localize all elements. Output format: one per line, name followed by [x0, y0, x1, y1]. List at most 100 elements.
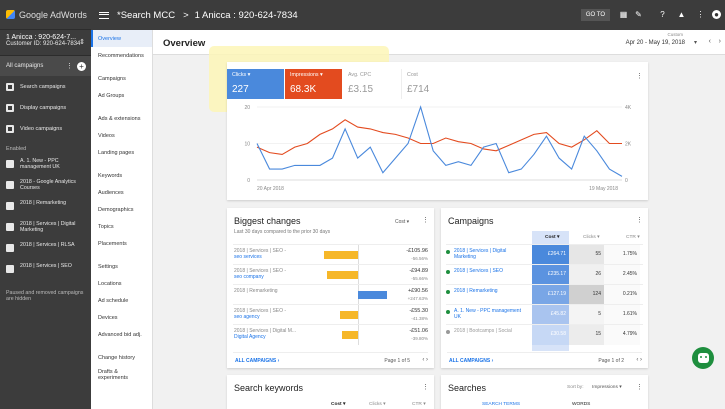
metric-value: £3.15	[348, 84, 374, 95]
sidebar-campaign[interactable]: 2018 - Google Analytics Courses	[0, 177, 91, 198]
all-campaigns-link[interactable]: ALL CAMPAIGNS ›	[449, 358, 494, 364]
sidebar-item-display-campaigns[interactable]: Display campaigns	[0, 97, 91, 118]
nav-item-campaigns[interactable]: Campaigns	[98, 75, 126, 82]
table-row[interactable]: A. 1. New - PPC management UK £45.82 5 1.61…	[446, 304, 643, 325]
status-icon	[446, 250, 450, 254]
sidebar-campaign-label: A. 1. New - PPC management UK	[20, 158, 60, 170]
sort-select[interactable]: Cost ▾	[395, 219, 410, 225]
zero-line	[358, 265, 359, 285]
column-cost[interactable]: Cost ▾	[545, 235, 560, 240]
table-row[interactable]: 2018 | Services | SEO - seo company -£94.8…	[233, 264, 428, 285]
left-axis-tick: 20	[244, 105, 250, 111]
brand[interactable]: Google AdWords	[0, 0, 91, 30]
more-icon[interactable]: ⋮	[422, 217, 429, 224]
metric-impressions[interactable]: Impressions ▾ 68.3K	[285, 69, 342, 99]
more-icon[interactable]: ⋮	[636, 73, 643, 80]
nav-item-landing-pages[interactable]: Landing pages	[98, 149, 135, 156]
chevron-left-icon[interactable]: ‹	[708, 38, 711, 45]
nav-item-keywords[interactable]: Keywords	[98, 172, 123, 179]
right-axis-tick: 0	[625, 178, 628, 184]
nav-item-overview[interactable]: Overview	[91, 30, 152, 47]
chevron-down-icon[interactable]: ▾	[693, 40, 697, 46]
nav-item-demographics[interactable]: Demographics	[98, 206, 134, 213]
all-campaigns-link[interactable]: ALL CAMPAIGNS ›	[235, 358, 280, 364]
account-title[interactable]: 1 Anicca : 920-624-7834	[194, 9, 298, 21]
metric-cost[interactable]: Cost £714	[401, 69, 458, 99]
ctr-cell: 4.79%	[604, 325, 640, 345]
account-name: 1 Anicca : 920-624-7...	[6, 34, 77, 41]
sidebar-campaign[interactable]: 2018 | Services | RLSA	[0, 240, 91, 261]
nav-item-change-history[interactable]: Change history	[98, 354, 135, 361]
nav-item-advanced-bid-adj[interactable]: Advanced bid adj.	[98, 331, 142, 338]
sort-select[interactable]: Impressions ▾	[592, 385, 622, 390]
help-icon[interactable]: ?	[660, 10, 665, 19]
reports-icon[interactable]: ▦	[619, 10, 628, 19]
account-switcher[interactable]: 1 Anicca : 920-624-7... Customer ID: 920…	[0, 30, 91, 56]
nav-item-settings[interactable]: Settings	[98, 263, 118, 270]
campaign-name[interactable]: 2018 | Services | Digital Marketing	[454, 248, 507, 260]
column-cost[interactable]: Cost ▾	[331, 402, 346, 407]
sidebar-campaign[interactable]: 2018 | Services | SEO	[0, 261, 91, 282]
sidebar-campaign[interactable]: 2018 | Remarketing	[0, 198, 91, 219]
metric-avg-cpc[interactable]: Avg. CPC £3.15	[343, 69, 400, 99]
sidebar-campaign[interactable]: 2018 | Services | Digital Marketing	[0, 219, 91, 240]
column-ctr[interactable]: CTR ▾	[626, 235, 640, 240]
tab-search-terms[interactable]: SEARCH TERMS	[482, 402, 521, 407]
nav-item-topics[interactable]: Topics	[98, 223, 114, 230]
campaign-name[interactable]: 2018 | Bootcamps | Social	[454, 328, 512, 334]
avatar[interactable]: ●	[712, 10, 721, 19]
nav-item-devices[interactable]: Devices	[98, 314, 118, 321]
table-row[interactable]: 2018 | Remarketing £127.19 124 0.21%	[446, 284, 643, 305]
notifications-icon[interactable]: ▲	[677, 10, 686, 19]
zero-line	[358, 245, 359, 265]
tools-icon[interactable]: ✎	[635, 10, 642, 19]
metric-clicks[interactable]: Clicks ▾ 227	[227, 69, 284, 99]
table-row[interactable]: 2018 | Services | SEO - seo agency -£55.30…	[233, 304, 428, 325]
tab-words[interactable]: WORDS	[572, 402, 591, 407]
more-icon[interactable]: ⋮	[422, 384, 429, 391]
all-campaigns[interactable]: All campaigns ⋮ +	[0, 56, 91, 76]
nav-item-placements[interactable]: Placements	[98, 240, 127, 247]
sidebar-campaign[interactable]: A. 1. New - PPC management UK	[0, 156, 91, 177]
metric-label: Avg. CPC	[348, 72, 372, 78]
add-icon[interactable]: +	[77, 61, 86, 71]
assistant-button[interactable]	[692, 347, 714, 369]
chevron-right-icon[interactable]: ›	[718, 38, 721, 45]
goto-button[interactable]: GO TO	[580, 9, 610, 21]
column-clicks[interactable]: Clicks ▾	[583, 235, 600, 240]
table-row[interactable]: 2018 | Services | Digital M... Digital Ag…	[233, 324, 428, 345]
cost-cell: £127.19	[532, 285, 569, 305]
mcc-title[interactable]: *Search MCC	[117, 9, 176, 21]
nav-item-videos[interactable]: Videos	[98, 132, 115, 139]
sidebar-item-search-campaigns[interactable]: Search campaigns	[0, 76, 91, 97]
table-row[interactable]: 2018 | Bootcamps | Social £30.58 15 4.79%	[446, 324, 643, 345]
table-row[interactable]: 2018 | Services | SEO - seo services -£105…	[233, 244, 428, 265]
campaign-name[interactable]: 2018 | Remarketing	[454, 288, 498, 294]
more-icon[interactable]: ⋮	[636, 217, 643, 224]
date-range-picker[interactable]: Apr 20 - May 19, 2018	[625, 40, 685, 46]
table-row[interactable]: 2018 | Services | SEO £235.17 26 2.45%	[446, 264, 643, 285]
nav-item-drafts-experiments[interactable]: Drafts & experiments	[98, 368, 128, 381]
nav-item-ad-schedule[interactable]: Ad schedule	[98, 297, 129, 304]
campaign-name: 2018 | Services | Digital M... Digital Ag…	[234, 328, 297, 340]
menu-icon[interactable]	[99, 11, 109, 19]
nav-item-audiences[interactable]: Audiences	[98, 189, 124, 196]
more-icon[interactable]: ⋮	[636, 384, 643, 391]
pager-arrows-icon[interactable]: ‹ ›	[636, 357, 642, 363]
accounts-icon[interactable]: ⋮	[696, 10, 705, 19]
nav-item-locations[interactable]: Locations	[98, 280, 122, 287]
campaign-name[interactable]: 2018 | Services | SEO	[454, 268, 504, 274]
pager-arrows-icon[interactable]: ‹ ›	[422, 357, 428, 363]
column-clicks[interactable]: Clicks ▾	[369, 402, 386, 407]
sidebar-item-video-campaigns[interactable]: Video campaigns	[0, 118, 91, 139]
column-ctr[interactable]: CTR ▾	[412, 402, 426, 407]
nav-item-ad-groups[interactable]: Ad Groups	[98, 92, 125, 99]
table-row[interactable]: 2018 | Services | Digital Marketing £264.…	[446, 244, 643, 265]
table-row[interactable]: 2018 | Remarketing +£90.56 +247.63%	[233, 284, 428, 305]
nav-item-ads-extensions[interactable]: Ads & extensions	[98, 115, 141, 122]
campaign-name[interactable]: A. 1. New - PPC management UK	[454, 308, 521, 320]
ctr-cell: 0.21%	[604, 285, 640, 305]
nav-item-recommendations[interactable]: Recommendations	[98, 52, 144, 59]
more-icon[interactable]: ⋮	[66, 63, 73, 70]
series-line-clicks	[256, 105, 623, 177]
